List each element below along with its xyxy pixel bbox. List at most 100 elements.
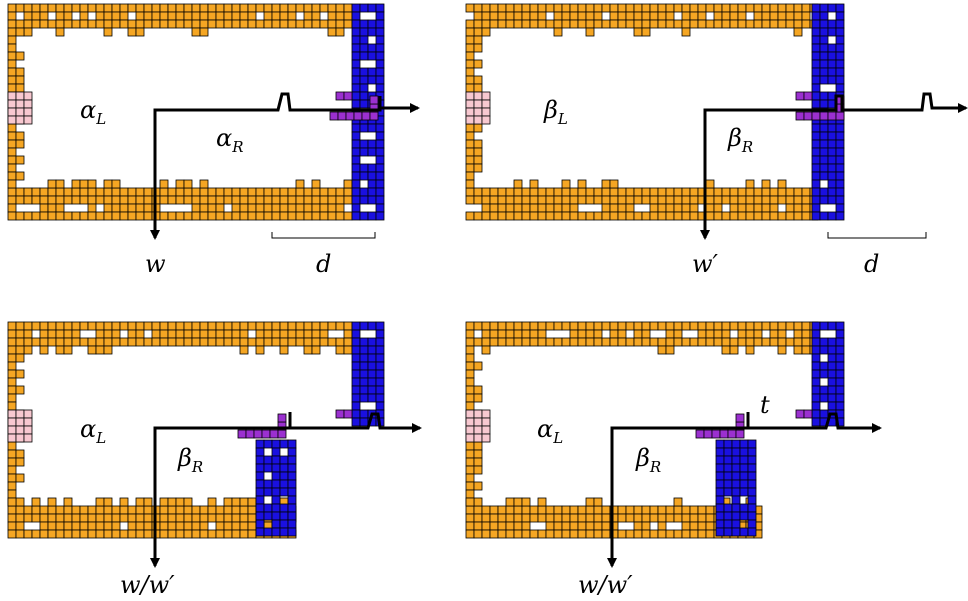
seed-tile	[473, 107, 483, 117]
orange-tile	[199, 11, 209, 21]
orange-tile	[465, 473, 475, 483]
blue-tile	[271, 519, 281, 529]
orange-tile	[465, 385, 475, 395]
orange-tile	[7, 211, 17, 221]
orange-tile	[505, 497, 515, 507]
orange-tile	[223, 321, 233, 331]
orange-tile	[641, 329, 651, 339]
orange-tile	[481, 513, 491, 523]
orange-tile	[537, 497, 547, 507]
orange-tile	[689, 521, 699, 531]
orange-tile	[721, 345, 731, 355]
orange-tile	[127, 329, 137, 339]
blue-tile	[367, 393, 377, 403]
orange-tile	[7, 3, 17, 13]
orange-tile	[697, 11, 707, 21]
orange-tile	[617, 337, 627, 347]
orange-tile	[761, 187, 771, 197]
orange-tile	[207, 329, 217, 339]
orange-tile	[143, 3, 153, 13]
orange-tile	[343, 187, 353, 197]
blue-tile	[811, 195, 821, 205]
orange-tile	[473, 3, 483, 13]
blue-tile	[359, 3, 369, 13]
orange-tile	[39, 321, 49, 331]
orange-tile	[601, 505, 611, 515]
orange-tile	[649, 337, 659, 347]
blue-tile	[835, 3, 845, 13]
orange-tile	[207, 11, 217, 21]
orange-tile	[689, 11, 699, 21]
orange-tile	[159, 321, 169, 331]
orange-tile	[601, 529, 611, 539]
blue-tile	[287, 503, 297, 513]
orange-tile	[255, 203, 265, 213]
orange-tile	[39, 195, 49, 205]
orange-tile	[159, 497, 169, 507]
blue-tile	[827, 139, 837, 149]
blue-tile	[827, 147, 837, 157]
orange-tile	[327, 321, 337, 331]
orange-tile	[505, 529, 515, 539]
blue-tile	[819, 91, 829, 101]
orange-tile	[175, 11, 185, 21]
orange-tile	[473, 139, 483, 149]
blue-tile	[367, 163, 377, 173]
output-label: w	[145, 250, 166, 278]
orange-tile	[7, 147, 17, 157]
orange-tile	[63, 195, 73, 205]
orange-tile	[465, 369, 475, 379]
orange-tile	[231, 521, 241, 531]
blue-tile	[255, 447, 265, 457]
blue-tile	[367, 337, 377, 347]
orange-tile	[207, 211, 217, 221]
orange-tile	[23, 19, 33, 29]
blue-tile	[731, 479, 741, 489]
blue-tile	[835, 361, 845, 371]
orange-tile	[159, 11, 169, 21]
orange-tile	[7, 385, 17, 395]
orange-tile	[497, 329, 507, 339]
orange-tile	[777, 179, 787, 189]
orange-tile	[23, 505, 33, 515]
blue-tile	[723, 439, 733, 449]
orange-tile	[473, 43, 483, 53]
purple-tile	[335, 409, 345, 419]
blue-tile	[747, 511, 757, 521]
orange-tile	[175, 337, 185, 347]
orange-tile	[71, 3, 81, 13]
blue-tile	[827, 401, 837, 411]
orange-tile	[649, 187, 659, 197]
blue-tile	[747, 479, 757, 489]
orange-tile	[335, 195, 345, 205]
blue-tile	[819, 59, 829, 69]
orange-tile	[521, 321, 531, 331]
orange-tile	[665, 529, 675, 539]
orange-tile	[143, 337, 153, 347]
orange-tile	[95, 529, 105, 539]
blue-tile	[359, 147, 369, 157]
orange-tile	[777, 211, 787, 221]
orange-tile	[785, 19, 795, 29]
orange-tile	[167, 321, 177, 331]
blue-tile	[263, 511, 273, 521]
orange-tile	[159, 529, 169, 539]
orange-tile	[103, 497, 113, 507]
orange-tile	[191, 337, 201, 347]
seed-tile	[15, 409, 25, 419]
blue-tile	[375, 43, 385, 53]
orange-tile	[207, 187, 217, 197]
blue-tile	[271, 495, 281, 505]
orange-tile	[167, 329, 177, 339]
purple-tile	[353, 111, 363, 121]
orange-tile	[529, 337, 539, 347]
blue-tile	[819, 67, 829, 77]
orange-tile	[31, 3, 41, 13]
blue-tile	[279, 455, 289, 465]
orange-tile	[521, 497, 531, 507]
orange-tile	[513, 321, 523, 331]
purple-tile	[735, 413, 745, 423]
orange-tile	[521, 521, 531, 531]
blue-tile	[255, 495, 265, 505]
orange-tile	[465, 361, 475, 371]
